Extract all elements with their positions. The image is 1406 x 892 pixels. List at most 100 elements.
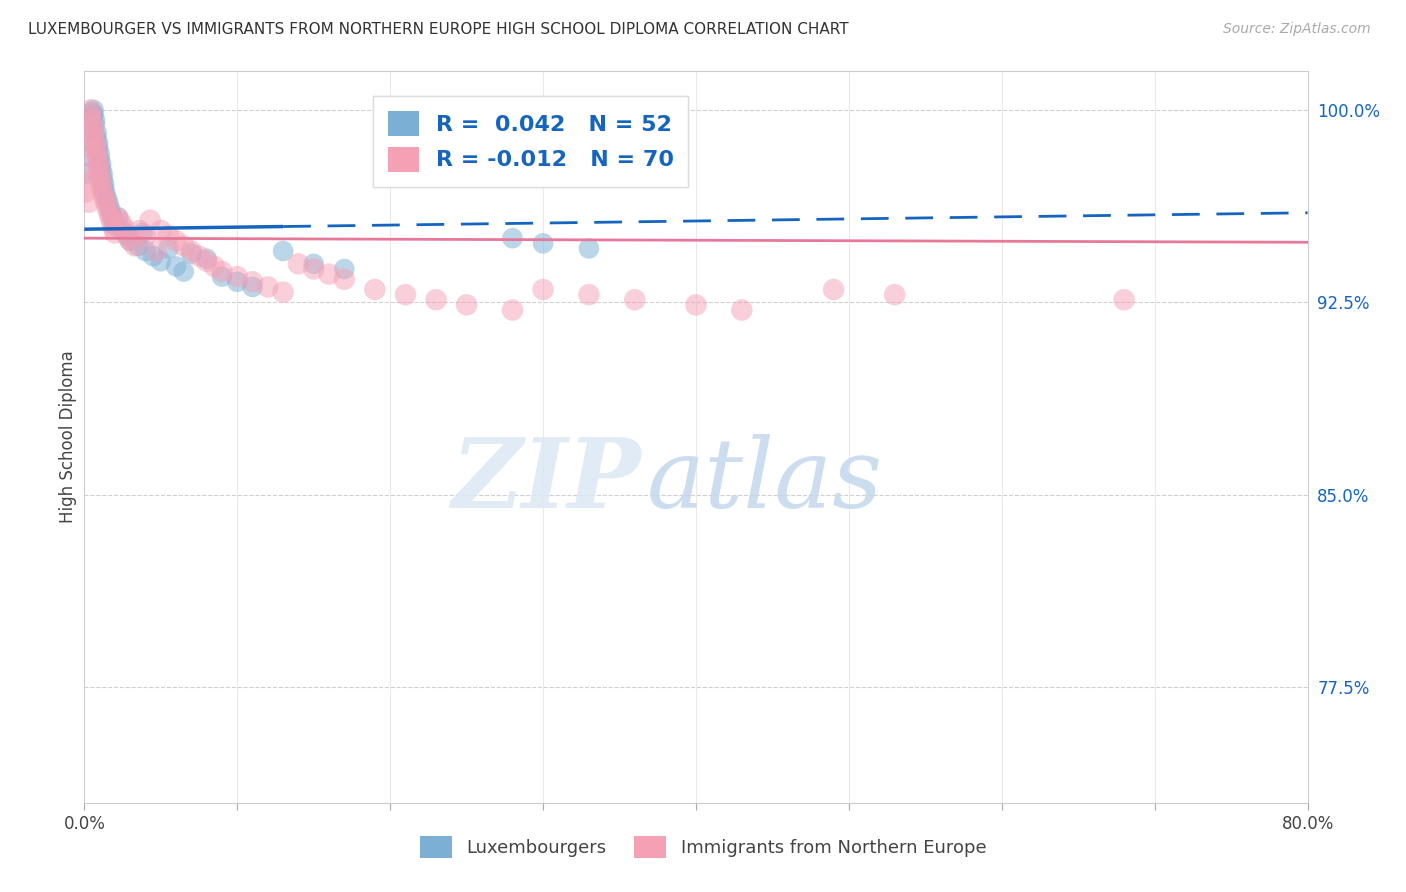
Point [76,164,98,178]
Point [165,234,187,248]
Point [318,267,340,281]
Point [104,226,127,240]
Point [80,111,103,125]
Point [1114,293,1136,307]
Legend: Luxembourgers, Immigrants from Northern Europe: Luxembourgers, Immigrants from Northern … [412,829,994,865]
Point [84,134,107,148]
Point [271,285,294,299]
Point [115,228,138,243]
Point [90,157,112,171]
Point [107,211,129,225]
Point [96,193,118,207]
Point [242,280,264,294]
Point [103,213,125,227]
Point [107,211,129,225]
Point [394,287,416,301]
Point [211,264,233,278]
Point [86,131,108,145]
Point [180,244,202,258]
Point [79,120,101,135]
Point [173,264,195,278]
Point [624,293,647,307]
Point [77,195,100,210]
Point [84,113,107,128]
Point [502,231,524,245]
Point [127,239,149,253]
Point [135,228,157,243]
Point [91,167,114,181]
Point [531,283,554,297]
Point [83,108,105,122]
Point [302,262,325,277]
Point [120,234,142,248]
Point [101,216,124,230]
Point [98,211,121,225]
Point [86,126,108,140]
Point [90,175,112,189]
Point [333,262,356,277]
Point [87,159,110,173]
Point [302,257,325,271]
Point [83,128,105,143]
Point [823,283,845,297]
Point [364,283,387,297]
Point [149,223,172,237]
Point [98,202,121,217]
Point [89,152,111,166]
Point [180,246,202,260]
Point [502,303,524,318]
Point [142,249,165,263]
Point [93,190,115,204]
Point [83,103,105,117]
Point [120,234,142,248]
Point [87,141,110,155]
Point [101,208,124,222]
Point [333,272,356,286]
Point [90,179,112,194]
Point [79,103,101,117]
Point [89,169,111,184]
Point [77,134,100,148]
Point [103,221,125,235]
Point [149,254,172,268]
Point [91,172,114,186]
Point [89,146,111,161]
Point [111,223,134,237]
Point [425,293,447,307]
Point [271,244,294,258]
Point [90,161,112,176]
Point [135,244,157,258]
Point [75,167,97,181]
Point [128,223,150,237]
Point [115,228,138,243]
Point [93,182,115,196]
Point [165,260,187,274]
Point [80,105,103,120]
Point [91,185,114,199]
Text: Source: ZipAtlas.com: Source: ZipAtlas.com [1223,22,1371,37]
Point [226,269,249,284]
Point [97,205,120,219]
Point [157,228,180,243]
Point [124,239,146,253]
Point [145,244,167,258]
Text: atlas: atlas [647,434,883,528]
Point [195,254,218,268]
Point [110,216,132,230]
Point [83,123,105,137]
Point [531,236,554,251]
Point [104,219,127,233]
Point [89,164,111,178]
Point [578,287,600,301]
Legend: R =  0.042   N = 52, R = -0.012   N = 70: R = 0.042 N = 52, R = -0.012 N = 70 [374,96,689,186]
Point [731,303,754,318]
Point [685,298,707,312]
Point [97,198,120,212]
Point [257,280,280,294]
Point [79,108,101,122]
Point [96,200,118,214]
Point [76,149,98,163]
Point [93,178,115,192]
Point [287,257,309,271]
Point [226,275,249,289]
